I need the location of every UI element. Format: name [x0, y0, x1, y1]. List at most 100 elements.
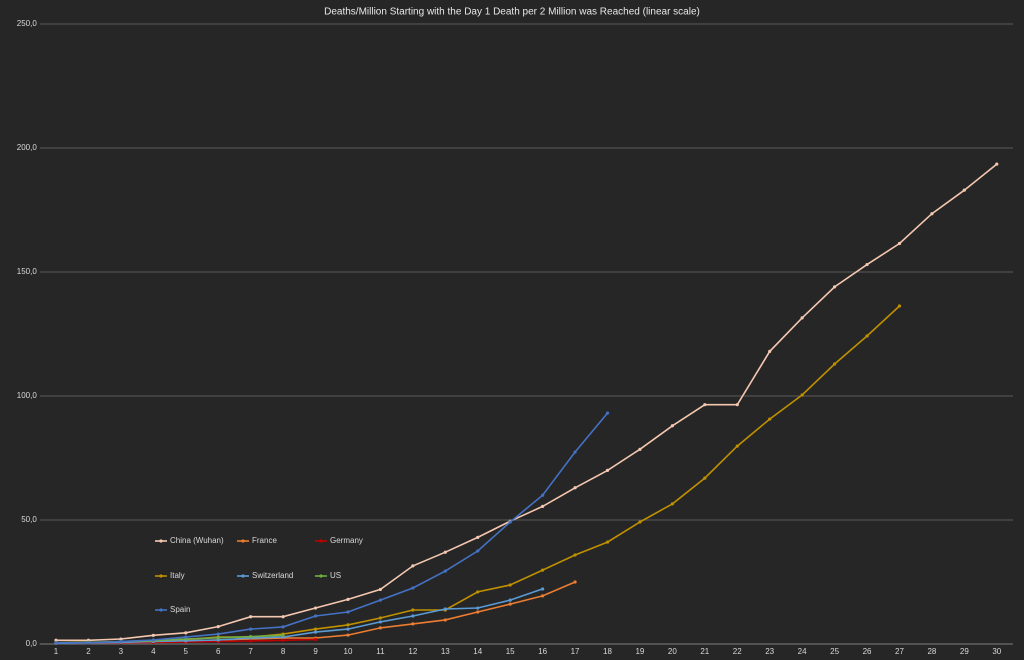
point: [508, 602, 512, 606]
x-tick-label: 16: [538, 647, 547, 656]
point: [832, 362, 837, 366]
point: [573, 580, 577, 584]
point: [962, 188, 966, 192]
x-tick-label: 11: [376, 647, 385, 656]
series-line: [56, 163, 998, 642]
point: [249, 627, 253, 631]
point: [281, 615, 285, 619]
point: [378, 620, 383, 624]
x-tick-label: 27: [895, 647, 904, 656]
x-tick-label: 14: [473, 647, 482, 656]
point: [216, 625, 220, 629]
point: [281, 638, 285, 642]
x-tick-label: 3: [119, 647, 124, 656]
x-tick-label: 7: [248, 647, 253, 656]
x-tick-label: 19: [635, 647, 644, 656]
y-tick-label: 200,0: [17, 143, 38, 152]
point: [378, 587, 383, 592]
point: [443, 618, 447, 622]
x-tick-label: 15: [506, 647, 515, 656]
legend-label: Switzerland: [252, 571, 293, 580]
point: [249, 634, 253, 639]
point: [768, 349, 772, 353]
point: [476, 610, 480, 614]
point: [119, 639, 123, 644]
point: [378, 598, 383, 602]
point: [281, 625, 285, 629]
point: [995, 162, 999, 166]
y-tick-label: 100,0: [17, 391, 38, 400]
point: [151, 633, 155, 637]
legend-marker: [159, 608, 163, 612]
point: [476, 606, 480, 610]
point: [508, 598, 512, 602]
x-tick-label: 5: [184, 647, 189, 656]
legend-marker: [241, 574, 245, 578]
point: [411, 564, 415, 568]
x-tick-label: 2: [86, 647, 91, 656]
legend-label: US: [330, 571, 341, 580]
point: [541, 493, 545, 497]
point: [281, 633, 285, 637]
point: [346, 610, 350, 614]
legend-label: China (Wuhan): [170, 536, 224, 545]
point: [573, 553, 577, 557]
point: [897, 241, 902, 246]
point: [249, 639, 253, 643]
x-tick-label: 21: [700, 647, 709, 656]
point: [54, 638, 58, 642]
chart-title: Deaths/Million Starting with the Day 1 D…: [324, 7, 700, 18]
x-tick-label: 23: [765, 647, 774, 656]
point: [605, 540, 610, 544]
y-tick-label: 150,0: [17, 267, 38, 276]
x-tick-label: 20: [668, 647, 677, 656]
point: [346, 633, 350, 637]
x-tick-label: 6: [216, 647, 221, 656]
x-tick-label: 28: [927, 647, 936, 656]
point: [86, 641, 91, 645]
point: [411, 622, 415, 626]
point: [476, 535, 480, 539]
point: [638, 447, 642, 451]
point: [216, 638, 220, 642]
point: [313, 627, 318, 631]
point: [313, 637, 318, 642]
point: [443, 550, 447, 554]
point: [313, 614, 318, 618]
point: [119, 637, 123, 641]
x-tick-label: 9: [313, 647, 318, 656]
x-tick-label: 22: [733, 647, 742, 656]
x-tick-label: 13: [441, 647, 450, 656]
point: [573, 486, 577, 490]
point: [605, 411, 610, 415]
x-tick-label: 17: [571, 647, 580, 656]
point: [735, 403, 739, 407]
point: [216, 636, 220, 640]
point: [54, 641, 58, 645]
point: [541, 504, 545, 508]
x-tick-label: 1: [54, 647, 59, 656]
point: [346, 623, 350, 627]
point: [184, 631, 188, 635]
point: [508, 583, 512, 587]
point: [313, 630, 318, 634]
x-tick-label: 25: [830, 647, 839, 656]
point: [411, 586, 415, 590]
point: [443, 607, 447, 611]
point: [703, 403, 707, 407]
point: [346, 627, 350, 631]
point: [476, 549, 480, 553]
x-tick-label: 8: [281, 647, 286, 656]
x-tick-label: 4: [151, 647, 156, 656]
point: [476, 590, 480, 594]
y-tick-label: 50,0: [21, 515, 37, 524]
y-tick-label: 250,0: [17, 19, 38, 28]
point: [378, 616, 383, 620]
legend-marker: [159, 574, 163, 578]
y-tick-label: 0,0: [26, 639, 38, 648]
legend-marker: [319, 539, 323, 543]
legend-marker: [319, 574, 323, 578]
point: [703, 476, 707, 480]
legend-label: Spain: [170, 605, 190, 614]
legend-marker: [241, 539, 245, 543]
